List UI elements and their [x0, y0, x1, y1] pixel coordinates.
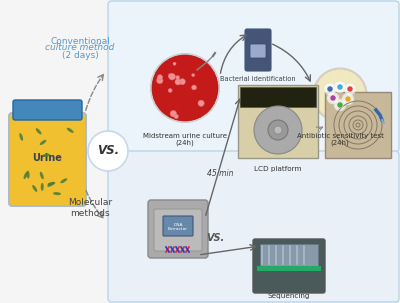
Circle shape [313, 68, 367, 122]
Text: VS.: VS. [206, 233, 224, 243]
FancyBboxPatch shape [260, 244, 318, 266]
Circle shape [344, 83, 356, 95]
FancyBboxPatch shape [325, 92, 391, 158]
Circle shape [179, 78, 185, 85]
Circle shape [192, 74, 195, 77]
Text: (2 days): (2 days) [62, 51, 98, 59]
Circle shape [156, 77, 163, 84]
Circle shape [314, 69, 366, 121]
Ellipse shape [47, 182, 54, 187]
Circle shape [334, 81, 346, 93]
Text: Molecular
methods: Molecular methods [68, 198, 112, 218]
Text: DNA
Extractor: DNA Extractor [168, 223, 188, 231]
Text: VS.: VS. [97, 145, 119, 158]
Circle shape [327, 86, 333, 92]
Circle shape [150, 54, 220, 122]
FancyBboxPatch shape [240, 87, 316, 107]
Text: Conventional: Conventional [50, 36, 110, 45]
FancyBboxPatch shape [148, 200, 208, 258]
Circle shape [168, 74, 172, 78]
Circle shape [330, 95, 336, 101]
Circle shape [198, 100, 204, 106]
Circle shape [170, 110, 176, 117]
Text: culture method: culture method [45, 44, 115, 52]
Ellipse shape [53, 192, 61, 195]
Ellipse shape [19, 133, 23, 141]
Circle shape [345, 96, 351, 102]
FancyBboxPatch shape [163, 216, 193, 236]
Circle shape [337, 84, 343, 90]
Text: LCD platform: LCD platform [254, 166, 302, 172]
Text: 45 min: 45 min [207, 169, 233, 178]
Circle shape [337, 102, 343, 108]
Circle shape [168, 88, 172, 92]
Circle shape [274, 126, 282, 134]
FancyBboxPatch shape [9, 113, 86, 206]
Circle shape [342, 93, 354, 105]
FancyBboxPatch shape [250, 44, 266, 58]
FancyBboxPatch shape [257, 266, 321, 271]
FancyBboxPatch shape [245, 29, 271, 71]
Circle shape [175, 79, 181, 85]
Ellipse shape [24, 172, 28, 179]
Circle shape [174, 114, 178, 119]
Ellipse shape [40, 172, 44, 179]
Circle shape [254, 106, 302, 154]
Ellipse shape [36, 128, 42, 135]
Circle shape [347, 86, 353, 92]
FancyBboxPatch shape [253, 239, 325, 293]
Circle shape [324, 83, 336, 95]
Ellipse shape [32, 185, 37, 192]
Ellipse shape [26, 171, 30, 178]
Ellipse shape [60, 178, 67, 183]
FancyBboxPatch shape [154, 209, 202, 251]
FancyBboxPatch shape [108, 1, 399, 152]
FancyBboxPatch shape [108, 151, 399, 302]
Text: Urine: Urine [32, 153, 62, 163]
Text: Sequencing: Sequencing [268, 293, 310, 299]
Circle shape [268, 120, 288, 140]
Text: Antibiotic sensitivity test
(24h): Antibiotic sensitivity test (24h) [296, 133, 384, 146]
Text: Bacterial identification: Bacterial identification [220, 76, 296, 82]
Ellipse shape [67, 128, 74, 133]
Ellipse shape [48, 182, 55, 185]
Circle shape [334, 99, 346, 111]
Circle shape [169, 73, 176, 80]
Circle shape [173, 62, 176, 65]
Circle shape [88, 131, 128, 171]
Ellipse shape [41, 183, 44, 191]
Text: Midstream urine culture
(24h): Midstream urine culture (24h) [143, 133, 227, 146]
Ellipse shape [42, 154, 50, 157]
Circle shape [176, 75, 180, 80]
Ellipse shape [40, 140, 46, 145]
Circle shape [157, 75, 162, 80]
FancyBboxPatch shape [238, 85, 318, 158]
Circle shape [152, 55, 218, 121]
FancyBboxPatch shape [13, 100, 82, 120]
Circle shape [327, 92, 339, 104]
Circle shape [192, 85, 196, 90]
